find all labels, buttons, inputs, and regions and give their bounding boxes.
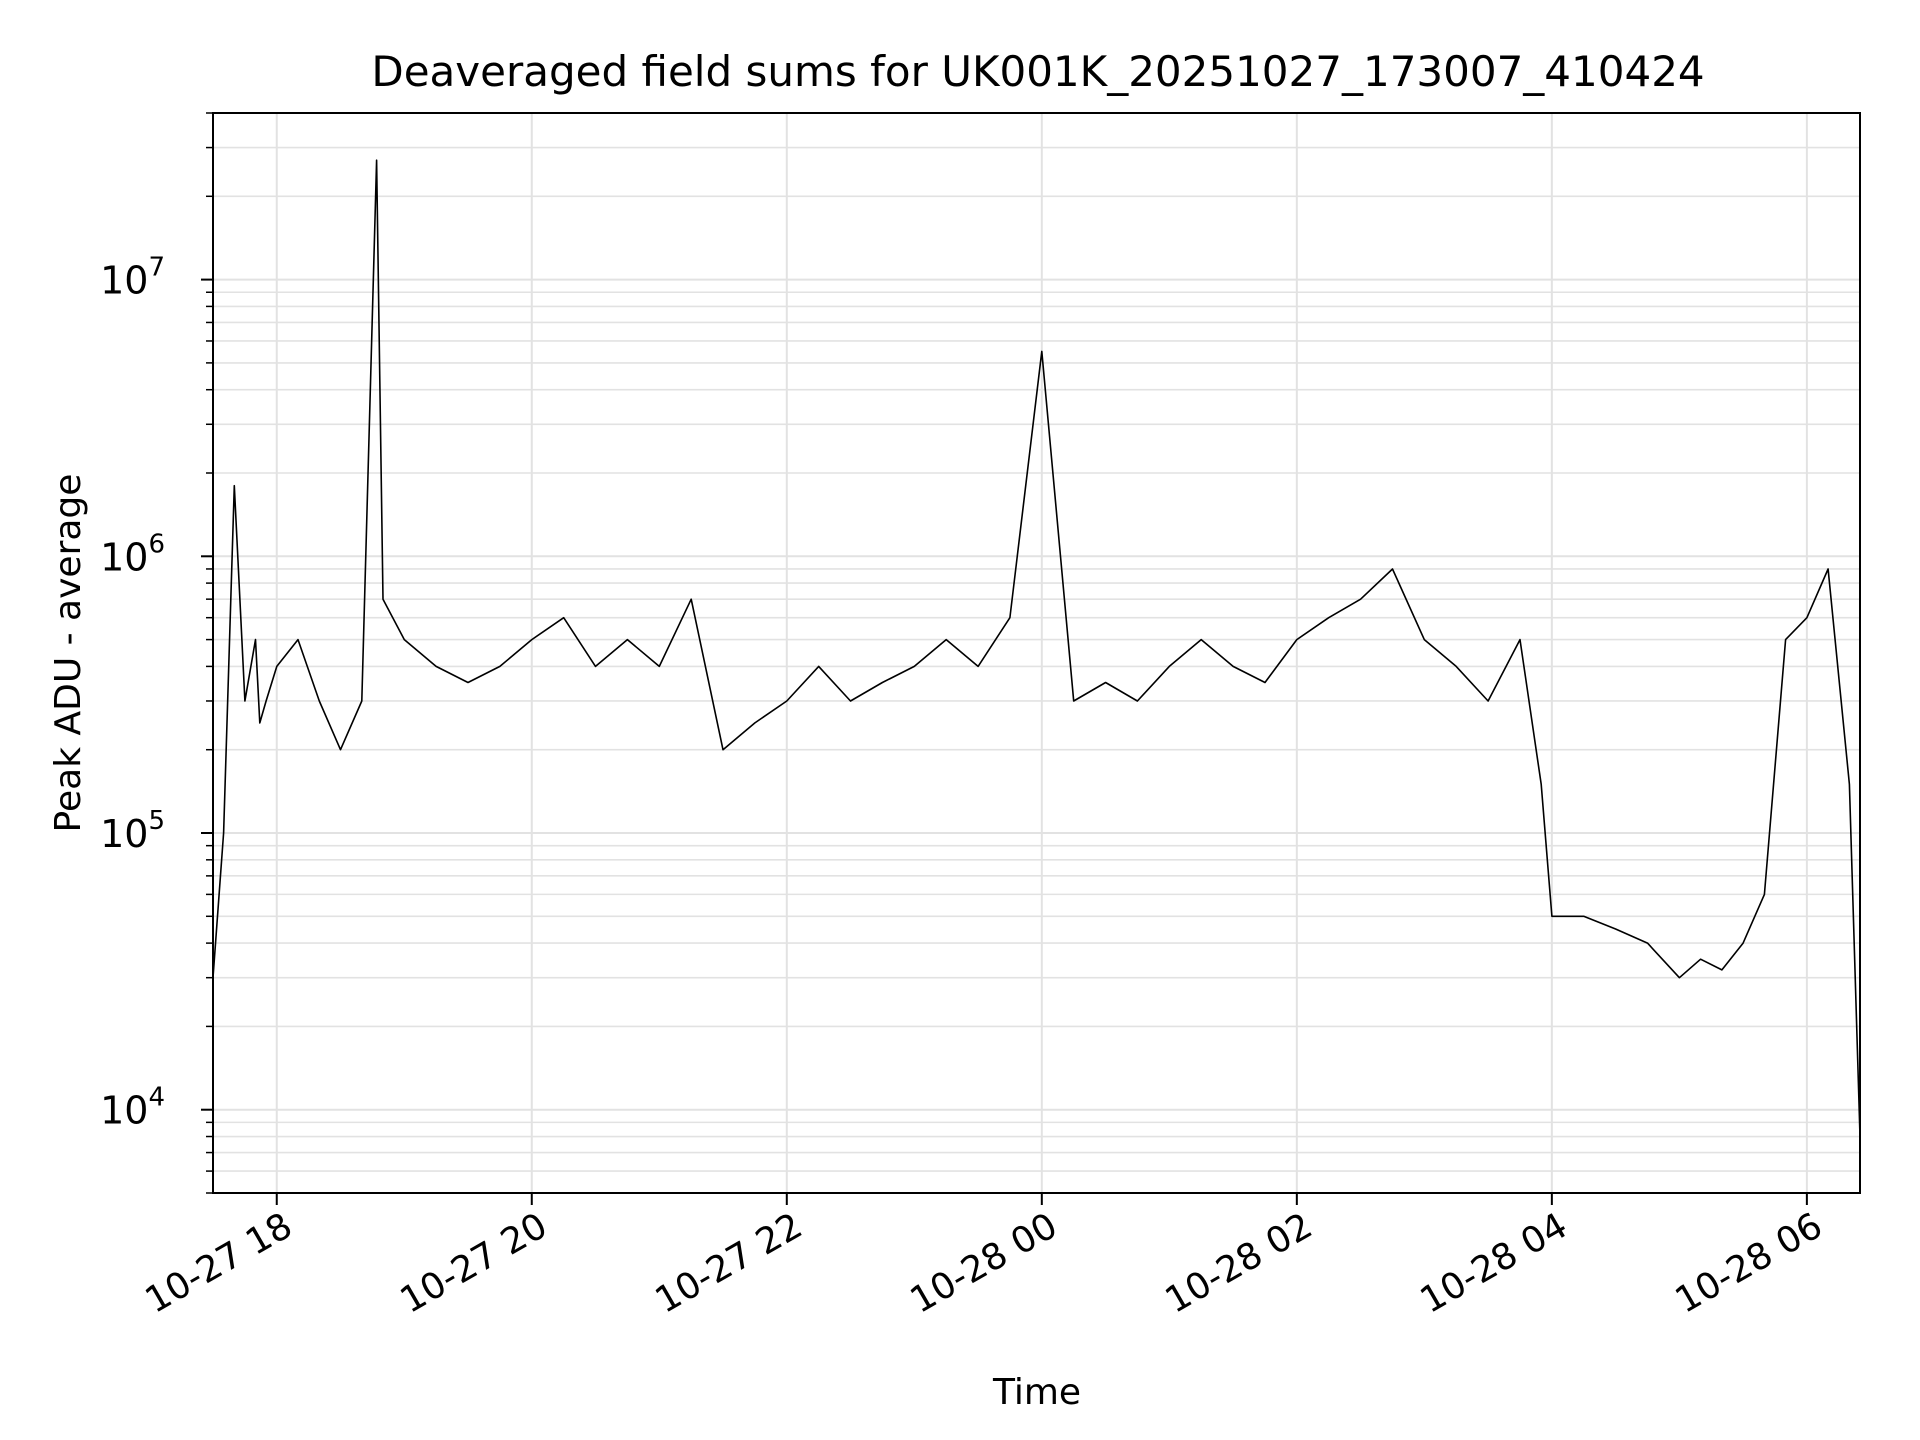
y-tick-label: 107	[100, 253, 165, 303]
data-line	[212, 159, 1861, 1137]
plot-frame	[212, 112, 1861, 1194]
data-line-group	[212, 159, 1861, 1137]
y-axis-label: Peak ADU - average	[48, 474, 89, 833]
chart-title: Deaveraged field sums for UK001K_2025102…	[371, 47, 1704, 96]
y-tick-label: 104	[100, 1083, 165, 1133]
y-tick-label: 106	[100, 529, 165, 579]
x-axis-label: Time	[992, 1372, 1081, 1413]
y-tick-label: 105	[100, 806, 165, 856]
